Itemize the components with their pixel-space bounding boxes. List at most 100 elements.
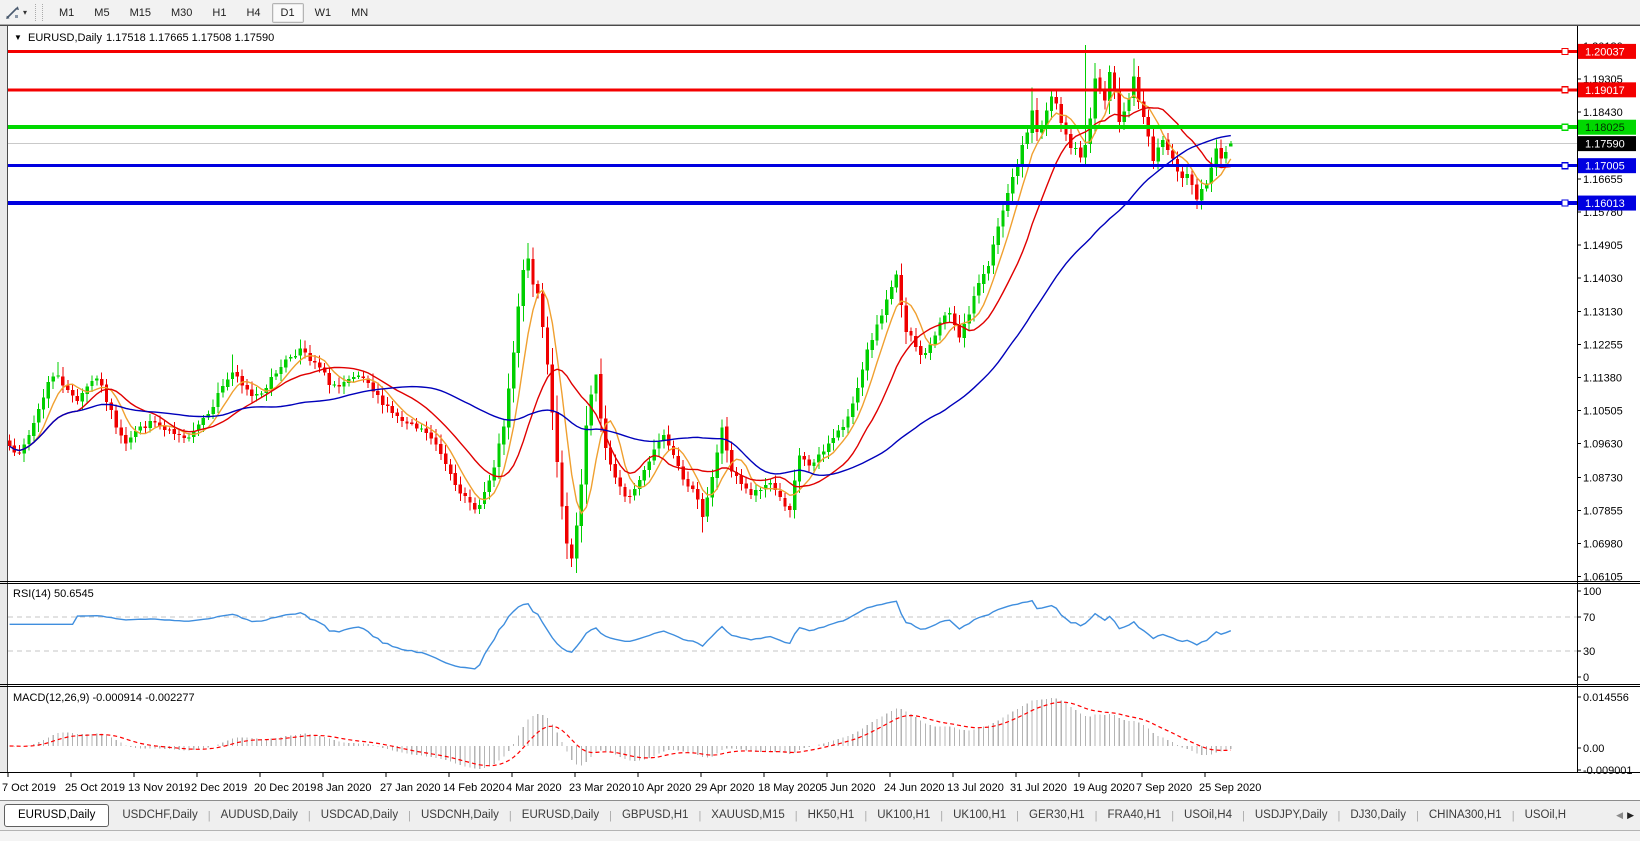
svg-text:0.00: 0.00 xyxy=(1583,743,1604,755)
svg-text:20 Dec 2019: 20 Dec 2019 xyxy=(254,782,316,794)
svg-text:1.14905: 1.14905 xyxy=(1583,240,1623,252)
chart-tab-13[interactable]: USOil,H4 xyxy=(1184,808,1232,821)
svg-text:1.20037: 1.20037 xyxy=(1585,46,1625,58)
chart-tab-12[interactable]: FRA40,H1 xyxy=(1107,808,1162,821)
svg-text:1.17005: 1.17005 xyxy=(1585,161,1625,173)
chart-tab-1[interactable]: USDCHF,Daily xyxy=(122,808,198,821)
svg-text:23 Mar 2020: 23 Mar 2020 xyxy=(569,782,631,794)
chart-tab-11[interactable]: GER30,H1 xyxy=(1029,808,1085,821)
timeframe-button-mn[interactable]: MN xyxy=(351,7,369,19)
crosshair-pencil-icon xyxy=(6,5,19,19)
price-label-1.16013: 1.16013 xyxy=(1578,195,1636,211)
price-label-1.17005: 1.17005 xyxy=(1578,158,1636,174)
svg-text:1.07855: 1.07855 xyxy=(1583,506,1623,518)
tab-divider: | xyxy=(1337,809,1341,822)
candles-layer xyxy=(7,45,1233,573)
timeframe-button-m15[interactable]: M15 xyxy=(129,7,151,19)
ma-slow-line xyxy=(9,134,1231,477)
chart-tab-17[interactable]: USOil,H xyxy=(1524,808,1567,821)
timeframe-button-h4[interactable]: H4 xyxy=(246,7,261,19)
timeframe-button-m5[interactable]: M5 xyxy=(94,7,110,19)
macd-label: MACD(12,26,9) -0.000914 -0.002277 xyxy=(13,692,195,704)
panel-frames xyxy=(0,25,1640,773)
svg-text:1.16013: 1.16013 xyxy=(1585,198,1625,210)
chart-tab-16[interactable]: CHINA300,H1 xyxy=(1428,808,1502,821)
svg-text:1.12255: 1.12255 xyxy=(1583,340,1623,352)
chart-tab-15[interactable]: DJ30,Daily xyxy=(1350,808,1406,821)
chart-tab-8[interactable]: HK50,H1 xyxy=(807,808,855,821)
tab-scroll-arrows: ◀ ▶ xyxy=(1610,810,1640,821)
chart-tab-bar: EURUSD,Daily USDCHF,Daily | AUDUSD,Daily | US… xyxy=(0,800,1640,830)
price-label-1.20037: 1.20037 xyxy=(1578,43,1636,59)
chart-stack: ▼ EURUSD,Daily 1.17518 1.17665 1.17508 1.1… xyxy=(0,25,1640,800)
svg-text:1.18430: 1.18430 xyxy=(1583,107,1623,119)
svg-text:29 Apr 2020: 29 Apr 2020 xyxy=(695,782,754,794)
rsi-label: RSI(14) 50.6545 xyxy=(13,588,94,600)
svg-text:1.13130: 1.13130 xyxy=(1583,307,1623,319)
chart-collapse-icon[interactable]: ▼ xyxy=(14,33,22,42)
chart-tab-9[interactable]: UK100,H1 xyxy=(877,808,931,821)
chart-tab-3[interactable]: USDCAD,Daily xyxy=(320,808,399,821)
tab-divider: | xyxy=(1171,809,1175,822)
rsi-axis: 100 70 30 0 xyxy=(1577,586,1601,684)
macd-signal-line xyxy=(9,701,1231,767)
tab-divider: | xyxy=(940,809,944,822)
svg-text:18 May 2020: 18 May 2020 xyxy=(758,782,822,794)
svg-text:1.17590: 1.17590 xyxy=(1585,139,1625,151)
timeframe-button-d1[interactable]: D1 xyxy=(271,3,304,23)
tab-divider: | xyxy=(207,809,211,822)
svg-text:10 Apr 2020: 10 Apr 2020 xyxy=(632,782,691,794)
tab-divider: | xyxy=(1241,809,1245,822)
svg-text:-0.009001: -0.009001 xyxy=(1583,765,1633,777)
timeframe-button-h1[interactable]: H1 xyxy=(212,7,227,19)
chart-tab-14[interactable]: USDJPY,Daily xyxy=(1254,808,1328,821)
tab-divider: | xyxy=(1094,809,1098,822)
svg-text:0.014556: 0.014556 xyxy=(1583,692,1629,704)
svg-text:7 Oct 2019: 7 Oct 2019 xyxy=(2,782,56,794)
svg-text:70: 70 xyxy=(1583,612,1595,624)
tab-divider: | xyxy=(1511,809,1515,822)
price-label-1.17590: 1.17590 xyxy=(1578,136,1636,152)
tab-divider: | xyxy=(794,809,798,822)
svg-text:100: 100 xyxy=(1583,586,1601,598)
chart-tab-10[interactable]: UK100,H1 xyxy=(953,808,1007,821)
chart-tab-6[interactable]: GBPUSD,H1 xyxy=(621,808,689,821)
tab-divider: | xyxy=(698,809,702,822)
date-axis: 7 Oct 2019 25 Oct 2019 13 Nov 2019 2 Dec 20… xyxy=(2,772,1261,794)
tab-scroll-left-icon[interactable]: ◀ xyxy=(1616,810,1624,820)
chevron-down-icon[interactable]: ▾ xyxy=(23,7,28,17)
chart-tab-7[interactable]: XAUUSD,M15 xyxy=(711,808,785,821)
timeframe-button-m30[interactable]: M30 xyxy=(170,7,193,19)
ma-medium-line xyxy=(9,106,1231,488)
chart-tab-4[interactable]: USDCNH,Daily xyxy=(420,808,499,821)
macd-histogram xyxy=(13,698,1232,770)
svg-text:14 Feb 2020: 14 Feb 2020 xyxy=(443,782,505,794)
svg-text:2 Dec 2019: 2 Dec 2019 xyxy=(191,782,247,794)
chart-tools-icon[interactable]: ▾ xyxy=(1,3,31,22)
svg-text:1.19017: 1.19017 xyxy=(1585,85,1625,97)
chart-tabs: EURUSD,Daily USDCHF,Daily | AUDUSD,Daily | US… xyxy=(0,803,1610,829)
svg-text:8 Jan 2020: 8 Jan 2020 xyxy=(317,782,371,794)
chart-tab-5[interactable]: EURUSD,Daily xyxy=(521,808,600,821)
timeframe-toolbar: ▾ M1 M5 M15 M30 H1 H4 D1 W1 MN xyxy=(0,0,1640,25)
svg-text:27 Jan 2020: 27 Jan 2020 xyxy=(380,782,441,794)
svg-text:0: 0 xyxy=(1583,672,1589,684)
svg-text:1.18025: 1.18025 xyxy=(1585,122,1625,134)
svg-text:30: 30 xyxy=(1583,646,1595,658)
svg-text:5 Jun 2020: 5 Jun 2020 xyxy=(821,782,875,794)
svg-text:1.08730: 1.08730 xyxy=(1583,473,1623,485)
timeframe-button-w1[interactable]: W1 xyxy=(314,7,332,19)
svg-text:1.06980: 1.06980 xyxy=(1583,539,1623,551)
timeframe-button-m1[interactable]: M1 xyxy=(59,7,75,19)
chart-tab-2[interactable]: AUDUSD,Daily xyxy=(220,808,298,821)
svg-text:1.06105: 1.06105 xyxy=(1583,572,1623,584)
tab-scroll-right-icon[interactable]: ▶ xyxy=(1627,810,1634,820)
timeframe-buttons: M1 M5 M15 M30 H1 H4 D1 W1 MN xyxy=(49,3,378,23)
chart-title-ohlc: 1.17518 1.17665 1.17508 1.17590 xyxy=(106,32,274,44)
tab-divider: | xyxy=(1415,809,1419,822)
svg-text:1.11380: 1.11380 xyxy=(1583,373,1622,385)
status-strip xyxy=(0,830,1640,841)
chart-tab-0[interactable]: EURUSD,Daily xyxy=(4,803,110,828)
hlines-layer[interactable] xyxy=(8,47,1577,207)
